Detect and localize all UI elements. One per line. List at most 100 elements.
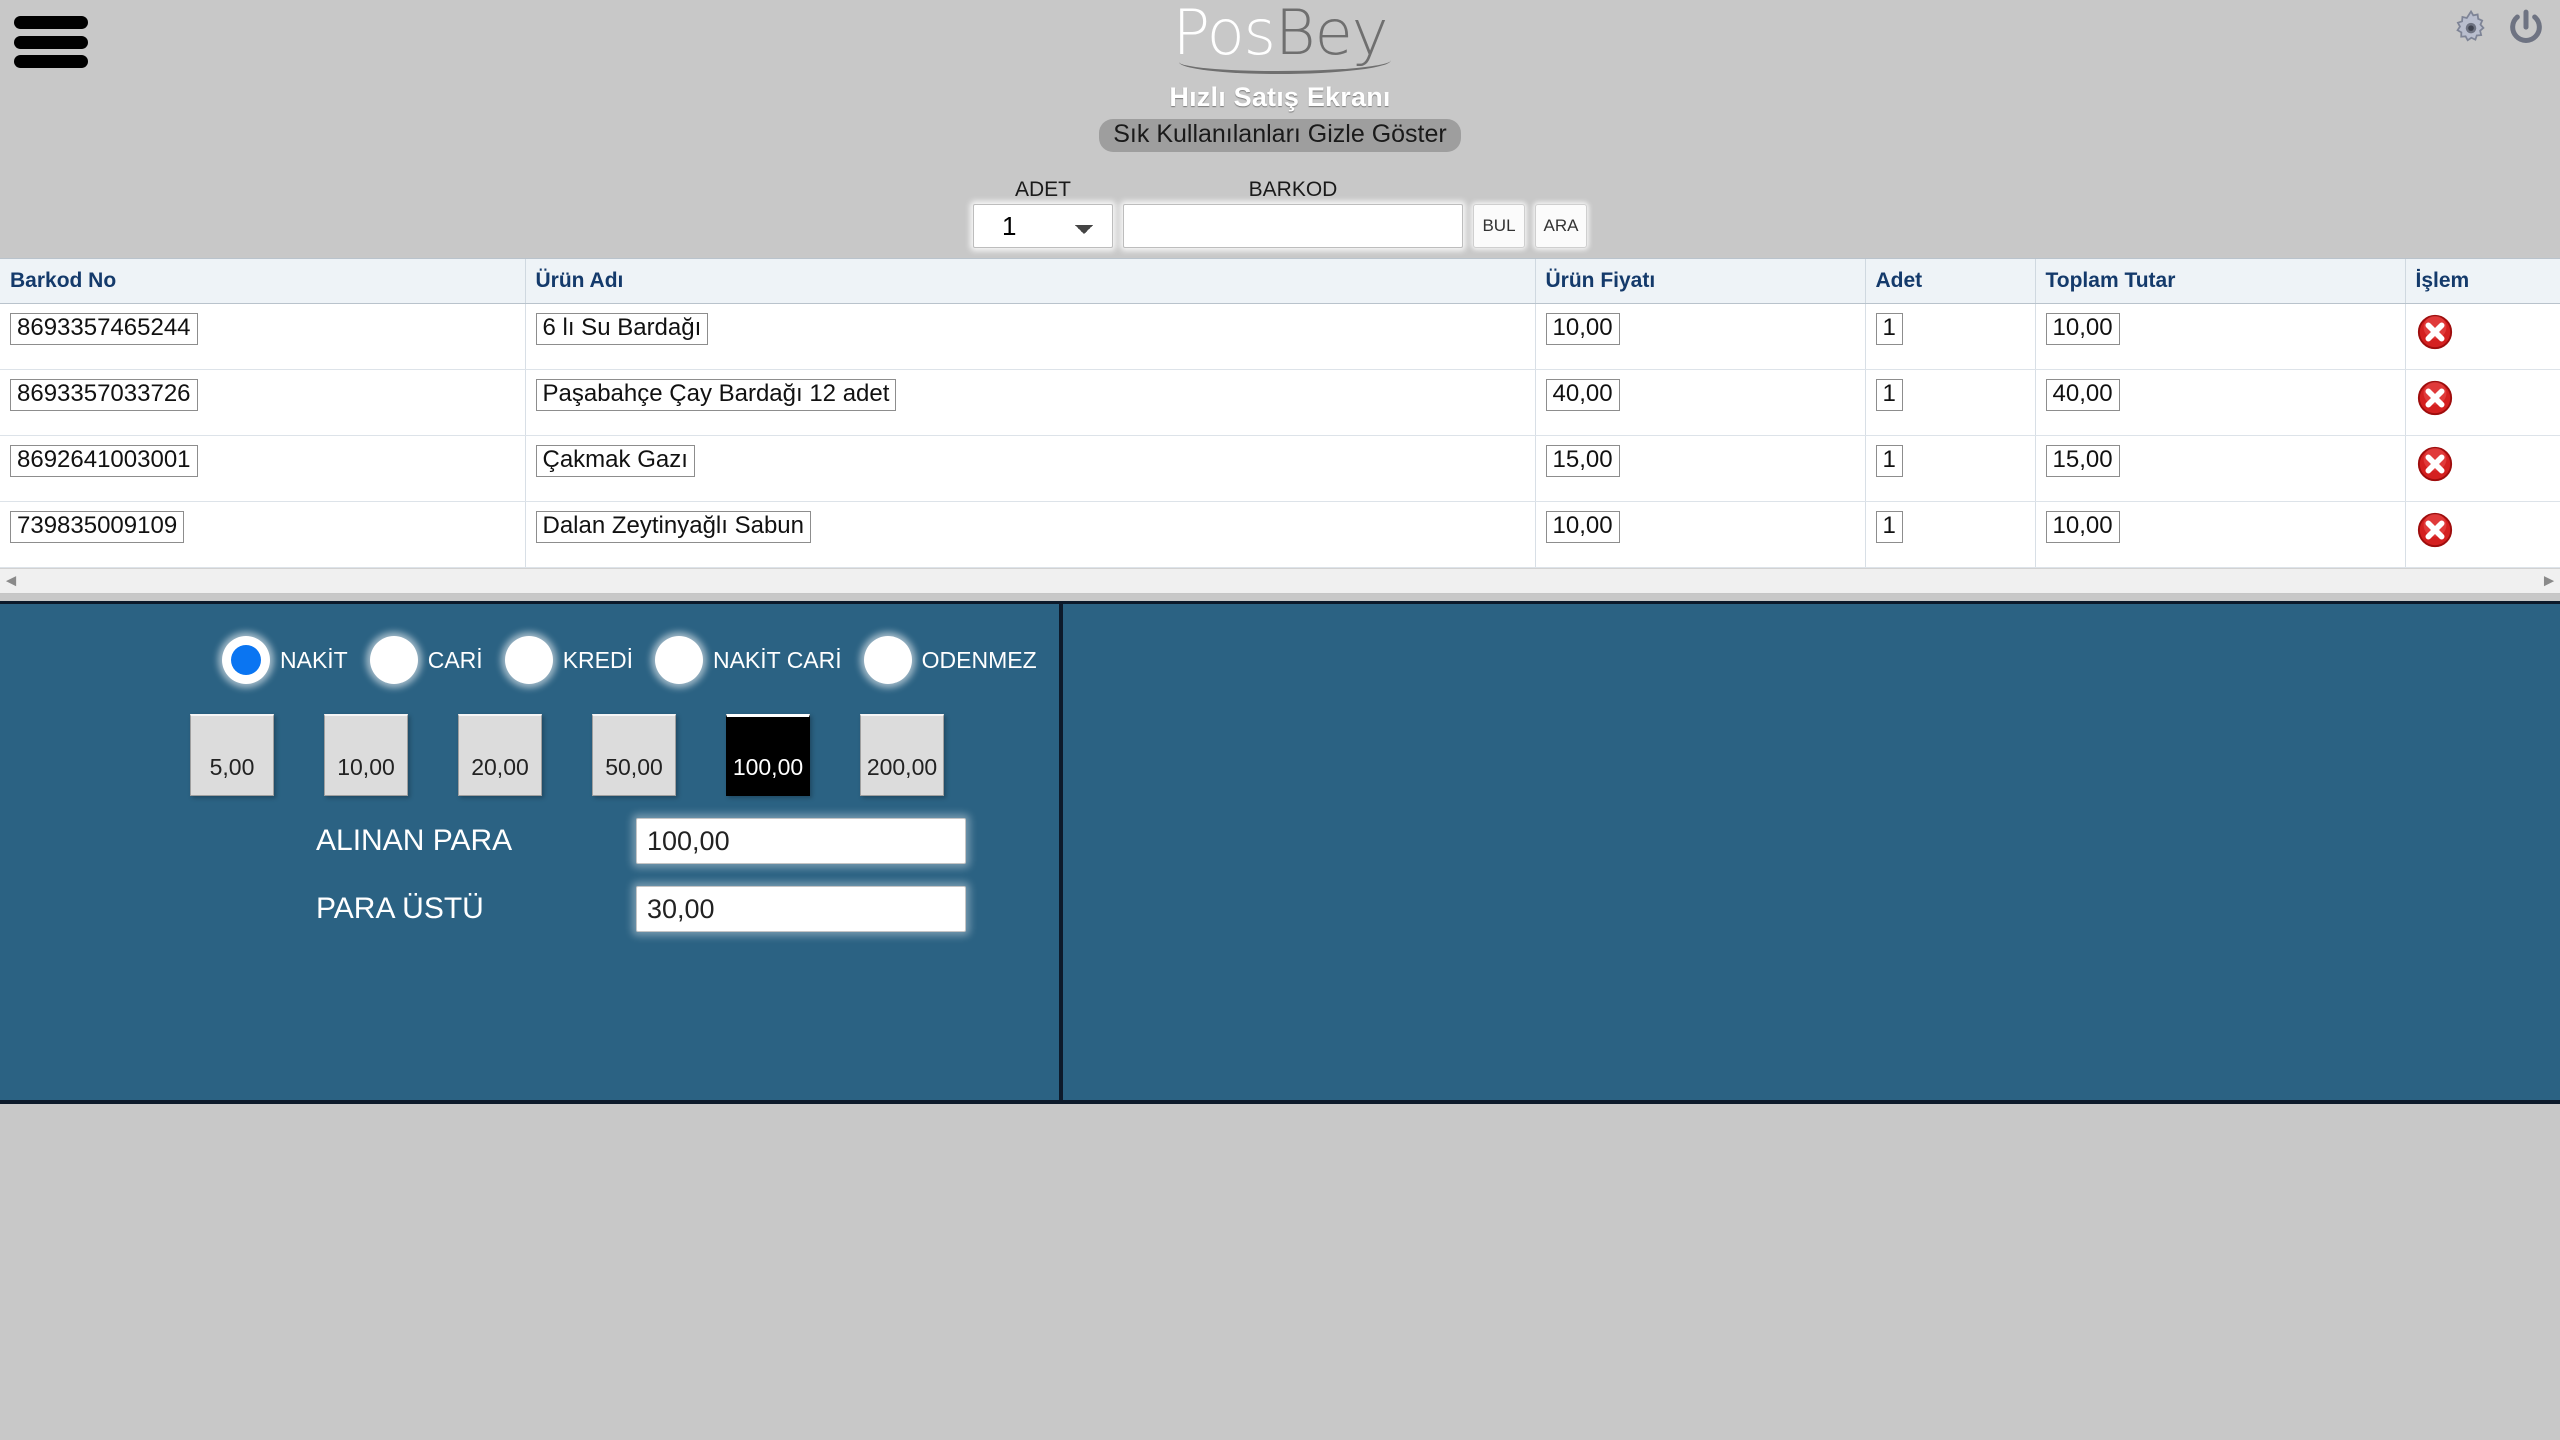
ara-button[interactable]: ARA [1535, 204, 1587, 248]
cart-table-area: Barkod No Ürün Adı Ürün Fiyatı Adet Topl… [0, 258, 2560, 594]
cell-adet: 1 [1865, 303, 2036, 370]
adet-select[interactable]: 1 [973, 204, 1113, 248]
payment-panel: NAKİT CARİ KREDİ NAKİT CARİ ODENMEZ 5,00… [0, 604, 1063, 1100]
hamburger-bar [14, 16, 88, 29]
column-header-urun[interactable]: Ürün Adı [525, 259, 1536, 304]
payment-method-label: NAKİT CARİ [712, 646, 842, 673]
denomination-button-group: 5,00 10,00 20,00 50,00 100,00 200,00 [0, 684, 1059, 796]
radio-icon[interactable] [504, 636, 553, 684]
payment-method-label: CARİ [427, 646, 483, 673]
denomination-button-20[interactable]: 20,00 [458, 714, 542, 796]
scroll-left-arrow-icon[interactable]: ◄ [2, 571, 20, 590]
app-logo: PosBey [1173, 0, 1392, 74]
search-toolbar: ADET 1 BARKOD BUL ARA [0, 178, 2560, 248]
cell-islem [2405, 303, 2560, 370]
adet-label: ADET [1014, 178, 1071, 201]
payment-method-odenmez[interactable]: ODENMEZ [863, 636, 1037, 684]
delete-circle-icon[interactable] [2416, 445, 2454, 488]
toplam-value[interactable]: 15,00 [2045, 445, 2120, 477]
totals-rows: TOPLAM TOPLAM İSK GENEL TOPLAM AÇIKLAMA [1063, 604, 2560, 876]
fiyat-value[interactable]: 40,00 [1545, 379, 1620, 411]
cell-islem [2405, 435, 2560, 502]
delete-circle-icon[interactable] [2416, 313, 2454, 356]
column-header-barkod[interactable]: Barkod No [0, 259, 526, 304]
delete-circle-icon[interactable] [2416, 379, 2454, 422]
gear-icon[interactable] [2450, 8, 2492, 50]
barkod-value[interactable]: 739835009109 [10, 511, 185, 543]
table-row: 8693357465244 6 lı Su Bardağı 10,00 1 10… [0, 303, 2560, 370]
adet-value[interactable]: 1 [1875, 379, 1903, 411]
table-row: 739835009109 Dalan Zeytinyağlı Sabun 10,… [0, 501, 2560, 568]
para-ustu-row: PARA ÜSTÜ [0, 886, 1059, 932]
scroll-right-arrow-icon[interactable]: ► [2540, 571, 2558, 590]
barkod-value[interactable]: 8693357033726 [10, 379, 198, 411]
top-bar: PosBey Hızlı Satış Ekranı Sık Kullanılan… [0, 0, 2560, 258]
barkod-value[interactable]: 8693357465244 [10, 313, 198, 345]
denomination-button-200[interactable]: 200,00 [860, 714, 944, 796]
radio-icon[interactable] [222, 636, 270, 684]
denomination-button-10[interactable]: 10,00 [324, 714, 408, 796]
urun-value[interactable]: 6 lı Su Bardağı [535, 313, 709, 345]
adet-value[interactable]: 1 [1875, 445, 1903, 477]
genel-toplam-row: GENEL TOPLAM [1063, 770, 2560, 812]
horizontal-scrollbar[interactable]: ◄ ► [0, 568, 2560, 594]
totals-panel: TOPLAM TOPLAM İSK GENEL TOPLAM AÇIKLAMA … [1062, 604, 2560, 1100]
para-ustu-input[interactable] [636, 886, 966, 932]
logo-swoosh-decoration [1178, 48, 1392, 74]
cell-barkod: 8693357465244 [0, 303, 526, 370]
payment-method-group: NAKİT CARİ KREDİ NAKİT CARİ ODENMEZ [0, 604, 1059, 684]
barkod-label: BARKOD [1248, 178, 1338, 201]
payment-method-kredi[interactable]: KREDİ [504, 636, 633, 684]
fiyat-value[interactable]: 15,00 [1545, 445, 1620, 477]
table-row: 8693357033726 Paşabahçe Çay Bardağı 12 a… [0, 369, 2560, 436]
fiyat-value[interactable]: 10,00 [1545, 313, 1620, 345]
adet-value[interactable]: 1 [1875, 313, 1903, 345]
column-header-islem[interactable]: İşlem [2405, 259, 2560, 304]
radio-icon[interactable] [369, 636, 418, 684]
urun-value[interactable]: Paşabahçe Çay Bardağı 12 adet [535, 379, 897, 411]
radio-icon[interactable] [863, 636, 912, 684]
payment-method-label: NAKİT [280, 646, 348, 673]
urun-value[interactable]: Çakmak Gazı [535, 445, 695, 477]
favorites-toggle-button[interactable]: Sık Kullanılanları Gizle Göster [1099, 119, 1461, 152]
table-header-row: Barkod No Ürün Adı Ürün Fiyatı Adet Topl… [0, 259, 2560, 304]
alinan-para-label: ALINAN PARA [316, 824, 513, 857]
cell-toplam: 15,00 [2035, 435, 2406, 502]
urun-value[interactable]: Dalan Zeytinyağlı Sabun [535, 511, 811, 543]
brand-block: PosBey Hızlı Satış Ekranı Sık Kullanılan… [0, 0, 2560, 152]
bul-button[interactable]: BUL [1473, 204, 1525, 248]
cell-adet: 1 [1865, 501, 2036, 568]
column-header-adet[interactable]: Adet [1865, 259, 2036, 304]
denomination-button-50[interactable]: 50,00 [592, 714, 676, 796]
cell-barkod: 8692641003001 [0, 435, 526, 502]
barcode-input[interactable] [1123, 204, 1463, 248]
fiyat-value[interactable]: 10,00 [1545, 511, 1620, 543]
cell-islem [2405, 369, 2560, 436]
cell-urun: 6 lı Su Bardağı [525, 303, 1536, 370]
toplam-value[interactable]: 40,00 [2045, 379, 2120, 411]
toplam-isk-row: TOPLAM İSK [1063, 704, 2560, 746]
alinan-para-row: ALINAN PARA [0, 818, 1059, 864]
page-title: Hızlı Satış Ekranı [1169, 82, 1391, 112]
payment-method-nakit[interactable]: NAKİT [222, 636, 348, 684]
alinan-para-input[interactable] [636, 818, 966, 864]
toplam-value[interactable]: 10,00 [2045, 313, 2120, 345]
power-icon[interactable] [2506, 8, 2548, 50]
denomination-button-5[interactable]: 5,00 [190, 714, 274, 796]
cell-islem [2405, 501, 2560, 568]
payment-method-cari[interactable]: CARİ [369, 636, 483, 684]
barkod-value[interactable]: 8692641003001 [10, 445, 198, 477]
delete-circle-icon[interactable] [2416, 511, 2454, 554]
bottom-panels: NAKİT CARİ KREDİ NAKİT CARİ ODENMEZ 5,00… [0, 601, 2560, 1104]
denomination-button-100[interactable]: 100,00 [726, 714, 810, 796]
toplam-value[interactable]: 10,00 [2045, 511, 2120, 543]
hamburger-menu-icon[interactable] [14, 16, 88, 68]
cell-urun: Çakmak Gazı [525, 435, 1536, 502]
column-header-toplam[interactable]: Toplam Tutar [2035, 259, 2406, 304]
radio-icon[interactable] [654, 636, 703, 684]
adet-value[interactable]: 1 [1875, 511, 1903, 543]
column-header-fiyat[interactable]: Ürün Fiyatı [1535, 259, 1866, 304]
payment-method-nakit-cari[interactable]: NAKİT CARİ [654, 636, 842, 684]
cell-toplam: 40,00 [2035, 369, 2406, 436]
barkod-field-group: BARKOD [1123, 178, 1463, 248]
